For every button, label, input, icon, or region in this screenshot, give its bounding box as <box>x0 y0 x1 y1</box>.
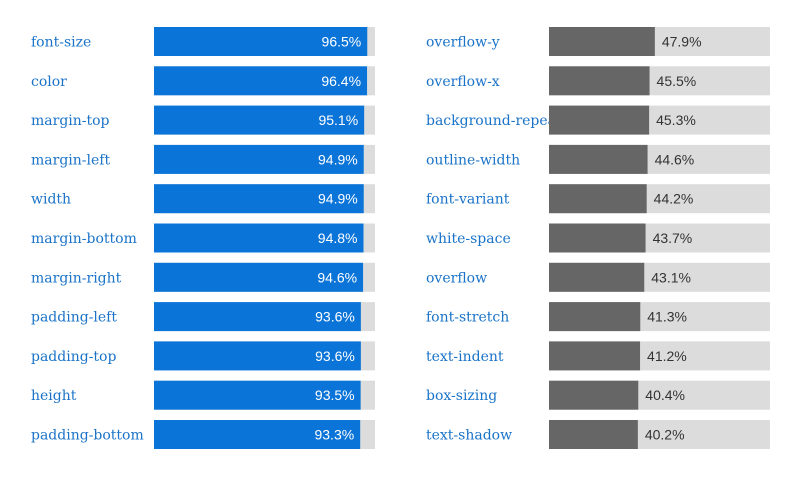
right-panel: overflow-y 47.9% overflow-x 45.5% background… <box>426 27 770 449</box>
left-bar <box>154 262 364 292</box>
left-bar <box>154 380 361 410</box>
right-category-label: overflow-x <box>426 74 500 90</box>
right-bar <box>549 105 650 135</box>
right-bar <box>549 184 647 214</box>
right-bar <box>549 27 655 56</box>
right-category-label: background-repeat <box>426 113 562 129</box>
right-bar <box>549 66 650 96</box>
right-value-label: 41.2% <box>647 348 687 364</box>
left-bar <box>154 105 365 135</box>
left-value-label: 93.5% <box>315 387 355 403</box>
left-value-label: 94.9% <box>318 191 358 207</box>
right-value-label: 41.3% <box>647 309 687 325</box>
right-category-label: font-stretch <box>426 310 509 326</box>
right-category-label: white-space <box>426 231 511 247</box>
right-value-label: 47.9% <box>662 34 702 50</box>
left-value-label: 95.1% <box>318 112 358 128</box>
left-category-label: margin-left <box>31 152 110 168</box>
right-category-label: outline-width <box>426 152 520 168</box>
right-category-label: overflow <box>426 270 487 286</box>
left-value-label: 96.4% <box>321 73 361 89</box>
left-category-label: font-size <box>31 35 91 51</box>
right-category-label: font-variant <box>426 192 510 208</box>
left-category-label: color <box>31 74 67 90</box>
left-category-label: margin-bottom <box>31 231 137 247</box>
right-bar <box>549 223 646 253</box>
left-bar <box>154 302 361 332</box>
left-value-label: 96.5% <box>322 34 362 50</box>
left-bar <box>154 27 368 56</box>
right-value-label: 43.7% <box>653 230 693 246</box>
right-value-label: 45.3% <box>656 112 696 128</box>
right-value-label: 45.5% <box>657 73 697 89</box>
right-bar <box>549 302 641 332</box>
left-value-label: 94.8% <box>318 230 358 246</box>
left-category-label: margin-top <box>31 113 110 129</box>
left-category-label: height <box>31 388 77 404</box>
right-category-label: box-sizing <box>426 388 497 404</box>
left-value-label: 94.9% <box>318 151 358 167</box>
right-value-label: 44.6% <box>655 151 695 167</box>
left-bar <box>154 420 361 449</box>
right-category-label: text-shadow <box>426 428 512 444</box>
right-value-label: 44.2% <box>654 191 694 207</box>
left-bar <box>154 341 361 371</box>
right-value-label: 43.1% <box>651 269 691 285</box>
left-value-label: 93.6% <box>315 348 355 364</box>
left-category-label: padding-top <box>31 349 116 365</box>
right-bar <box>549 262 645 292</box>
right-bar <box>549 420 638 449</box>
right-value-label: 40.4% <box>645 387 685 403</box>
left-bar <box>154 184 364 214</box>
left-category-label: width <box>31 192 71 208</box>
left-category-label: padding-bottom <box>31 428 144 444</box>
left-bar <box>154 144 364 174</box>
left-value-label: 94.6% <box>317 269 357 285</box>
left-category-label: margin-right <box>31 270 122 286</box>
right-category-label: text-indent <box>426 349 504 365</box>
right-bar <box>549 144 648 174</box>
right-category-label: overflow-y <box>426 35 500 51</box>
left-value-label: 93.6% <box>315 309 355 325</box>
left-panel: font-size 96.5% color 96.4% margin-top 95.1% m… <box>31 27 375 449</box>
left-bar <box>154 223 364 253</box>
right-bar <box>549 341 641 371</box>
right-bar <box>549 380 639 410</box>
right-value-label: 40.2% <box>645 427 685 443</box>
left-bar <box>154 66 368 96</box>
left-category-label: padding-left <box>31 310 117 326</box>
left-value-label: 93.3% <box>314 427 354 443</box>
